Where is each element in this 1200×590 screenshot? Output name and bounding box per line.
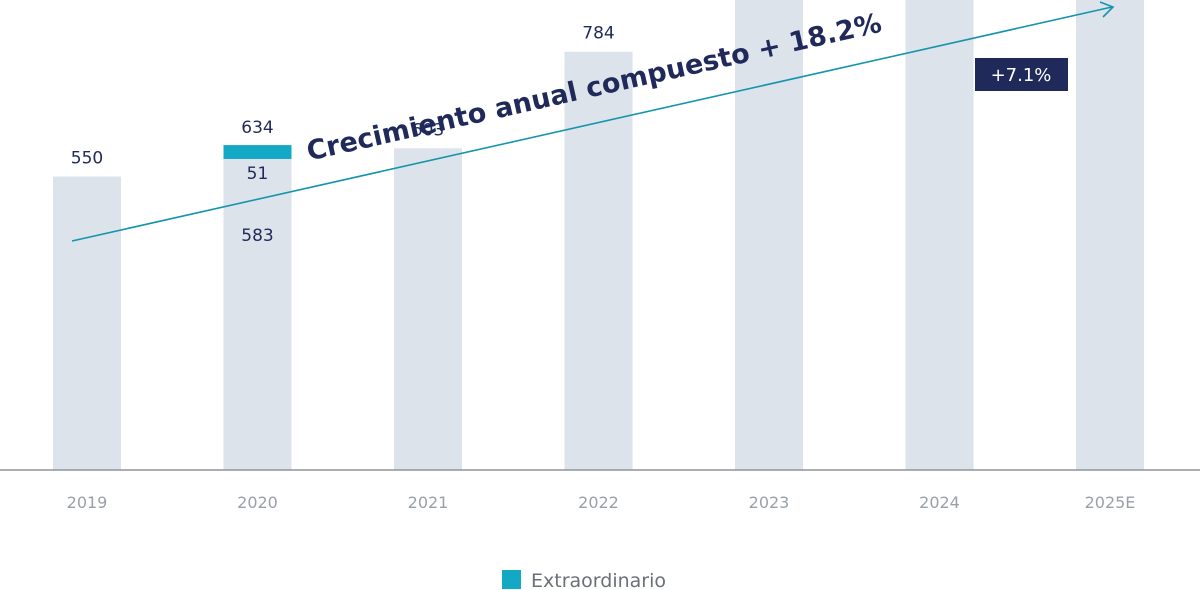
value-label-2019: 550 [71,149,103,169]
legend-swatch-extraordinario [502,570,521,589]
x-tick-2024: 2024 [919,493,960,512]
bar-2021 [394,148,462,470]
x-tick-2020: 2020 [237,493,278,512]
value-label-2021: 603 [412,120,444,140]
bar-2023 [735,0,803,470]
x-axis-ticks: 2019 2020 2021 2022 2023 2024 2025E [67,493,1136,512]
bar-2025E [1076,0,1144,470]
value-label-2022: 784 [582,24,614,44]
bar-2020 [223,158,292,471]
x-tick-2023: 2023 [749,493,790,512]
x-tick-2022: 2022 [578,493,619,512]
extraordinary-label-2020: 51 [247,164,269,184]
cagr-arrow [71,1,1115,242]
x-tick-2025E: 2025E [1085,493,1136,512]
bar-2024 [905,0,974,471]
growth-badge: +7.1% [975,58,1068,91]
x-tick-2021: 2021 [408,493,449,512]
growth-badge-text: +7.1% [991,65,1052,86]
bars-group: 550515836346037841,2801,4001,500 [53,0,1144,471]
bar-2019 [53,176,121,470]
legend: Extraordinario [502,570,666,590]
bar-2022 [564,51,633,471]
total-label-2020: 634 [241,118,273,138]
bar-extraordinary-2020 [223,145,292,159]
base-value-label-2020: 583 [241,226,273,246]
x-tick-2019: 2019 [67,493,108,512]
legend-label-extraordinario: Extraordinario [531,570,666,590]
